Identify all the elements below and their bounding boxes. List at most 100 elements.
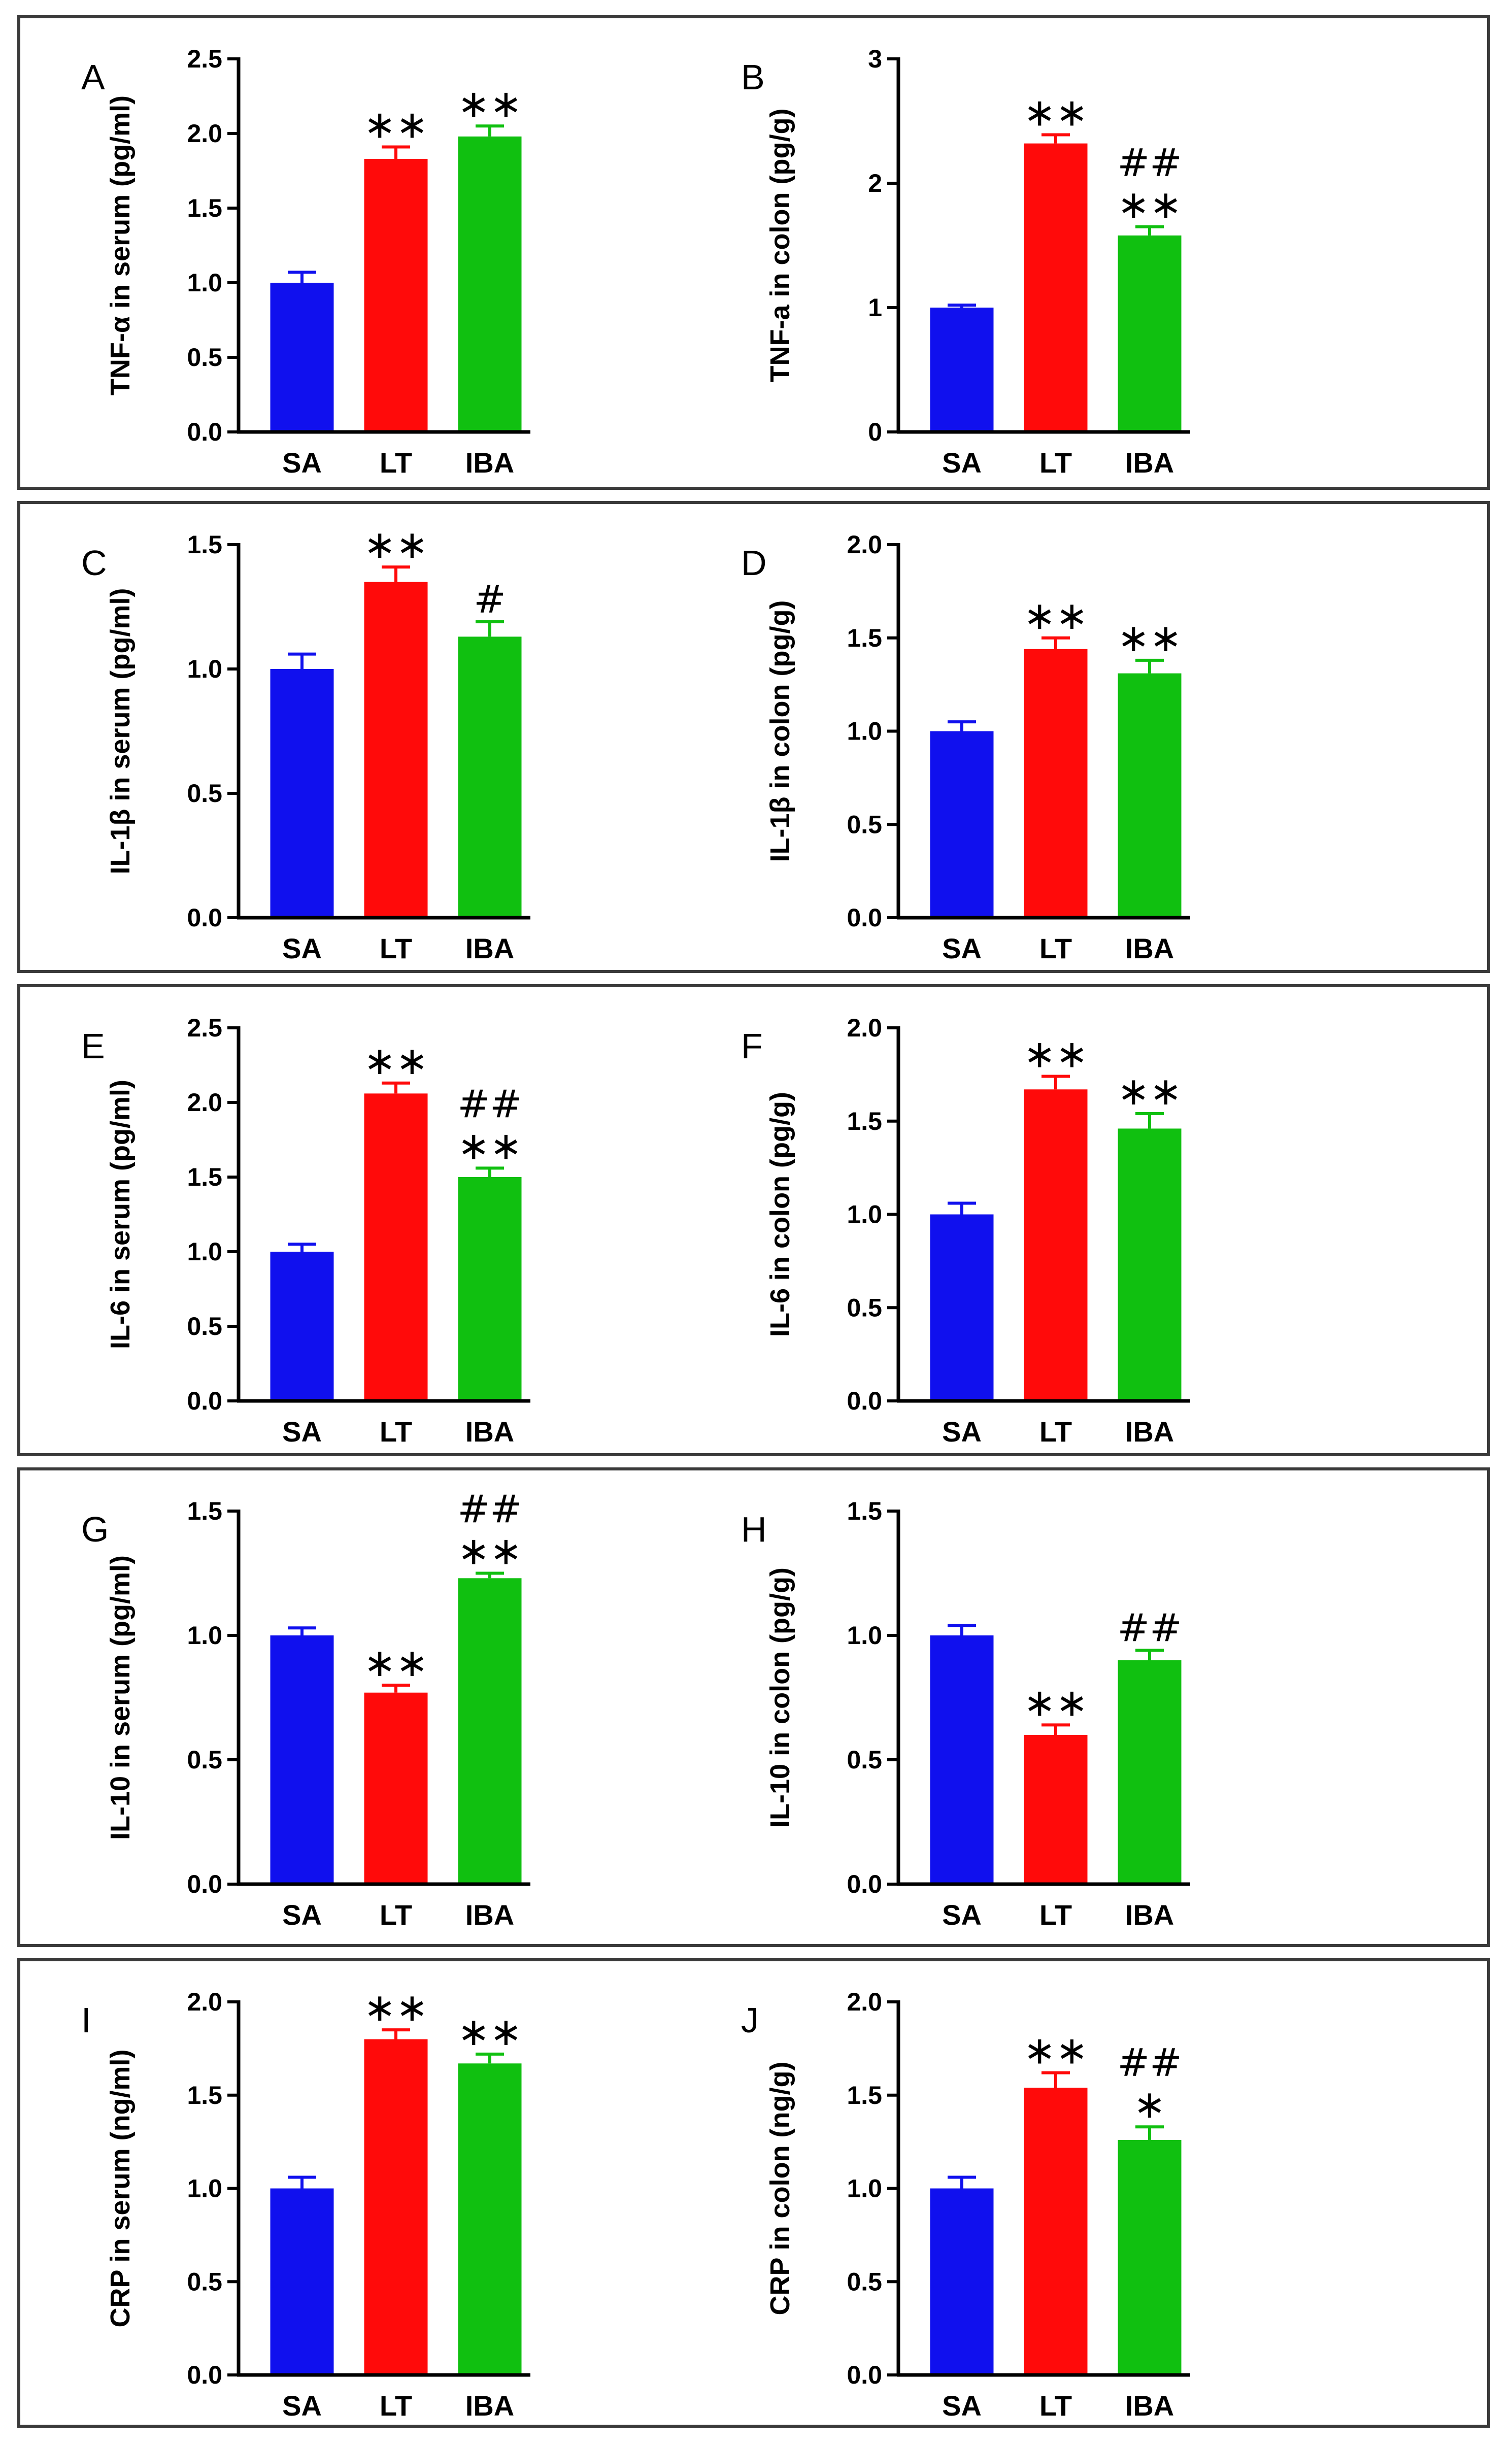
bar-sa [270,2188,334,2375]
y-tick-label: 1.0 [847,1200,882,1229]
x-tick-label: IBA [465,447,514,475]
y-tick-label: 2.0 [847,1988,882,2016]
y-tick-label: 2.0 [187,1988,222,2016]
error-bar-sa [288,2175,316,2189]
bar-lt [1024,1089,1088,1401]
x-tick-label: SA [942,932,982,961]
y-tick-label: 1.0 [847,717,882,746]
error-bar-lt [1041,1075,1070,1090]
y-tick-label: 2.0 [187,119,222,148]
significance-label: ∗ [1133,2082,1166,2127]
significance-label: ∗∗ [363,1038,428,1083]
bar-sa [930,1214,994,1401]
panel-label: D [741,543,767,583]
y-tick-label: 1.5 [847,2081,882,2109]
error-bar-lt [382,1684,410,1693]
bar-lt [1024,2088,1088,2375]
x-tick-label: LT [380,932,412,961]
significance-label: ∗∗ [457,2009,522,2054]
chart-panel-i: I CRP in serum (ng/ml) SA ∗∗ LT ∗∗ IBA 0.0 0.5 1.… [81,1985,530,2418]
error-bar-iba [1135,1112,1164,1129]
y-tick-label: 1.5 [847,1107,882,1135]
y-tick-label: 1.0 [187,269,222,297]
y-tick-label: 2.0 [847,1014,882,1042]
y-tick-label: 0.0 [847,903,882,932]
x-tick-label: IBA [1125,1899,1174,1927]
x-tick-label: SA [282,447,322,475]
y-tick-label: 0.5 [847,2267,882,2296]
y-axis-label: IL-10 in serum (pg/ml) [105,1555,136,1840]
x-tick-label: LT [380,447,412,475]
panel-label: A [81,57,105,97]
x-tick-label: LT [380,1899,412,1927]
bar-iba [1118,673,1182,918]
significance-label-upper: ## [1117,140,1182,185]
y-tick-label: 1.5 [847,1497,882,1525]
x-tick-label: LT [380,1416,412,1444]
error-bar-sa [288,652,316,669]
y-tick-label: 2.5 [187,45,222,73]
y-tick-label: 1.5 [187,1163,222,1191]
bar-lt [364,582,428,918]
bar-iba [458,136,522,432]
x-tick-label: IBA [465,932,514,961]
y-tick-label: 0 [868,418,882,446]
significance-label: ∗∗ [457,1528,522,1573]
panel-label: I [81,2000,91,2040]
x-tick-label: IBA [1125,447,1174,475]
error-bar-sa [288,1626,316,1635]
x-tick-label: SA [942,1416,982,1444]
x-tick-label: SA [282,2390,322,2418]
bar-iba [1118,235,1182,432]
y-axis-label: IL-6 in serum (pg/ml) [105,1080,136,1349]
significance-label: ∗∗ [457,1123,522,1168]
y-tick-label: 2.5 [187,1014,222,1042]
bar-iba [1118,1128,1182,1401]
y-tick-label: 0.0 [847,1870,882,1898]
y-tick-label: 1.0 [187,655,222,683]
error-bar-sa [288,1243,316,1252]
y-tick-label: 0.5 [187,1746,222,1774]
error-bar-iba [1135,1649,1164,1660]
significance-label: ∗∗ [1023,1680,1088,1725]
y-tick-label: 1.0 [187,1621,222,1650]
chart-panel-h: H IL-10 in colon (pg/g) SA ∗∗ LT ## IBA 0.0 0.5 1… [741,1497,1190,1927]
significance-label: ∗∗ [1023,593,1088,638]
y-axis-label: TNF-α in serum (pg/ml) [105,95,136,395]
y-tick-label: 1.5 [187,1497,222,1525]
y-axis-label: CRP in serum (ng/ml) [105,2049,136,2327]
y-axis-label: TNF-a in colon (pg/g) [765,109,795,383]
y-tick-label: 1.5 [187,2081,222,2109]
significance-label: ∗∗ [363,1985,428,2030]
y-axis-label: IL-1β in colon (pg/g) [765,600,795,862]
y-tick-label: 1.0 [187,1237,222,1266]
significance-label: ∗∗ [1023,2028,1088,2073]
y-tick-label: 1 [868,293,882,322]
y-tick-label: 0.0 [847,2361,882,2389]
bar-iba [458,637,522,918]
significance-label: ## [1117,1605,1182,1650]
error-bar-iba [476,2052,504,2064]
x-tick-label: IBA [1125,2390,1174,2418]
y-axis-label: IL-10 in colon (pg/g) [765,1567,795,1828]
panel-label: C [81,543,107,583]
y-axis-label: IL-1β in serum (pg/ml) [105,588,136,875]
x-tick-label: IBA [465,2390,514,2418]
significance-label: ∗∗ [1023,1031,1088,1077]
row-frame-5 [17,1958,1490,2428]
y-tick-label: 1.5 [187,194,222,222]
bar-sa [930,308,994,432]
y-tick-label: 1.0 [187,2174,222,2203]
significance-label-upper: ## [457,1081,522,1126]
significance-label: ∗∗ [1117,615,1182,660]
row-frame-2 [17,501,1490,973]
y-tick-label: 0.5 [187,1312,222,1341]
y-tick-label: 0.5 [187,2267,222,2296]
chart-panel-c: C IL-1β in serum (pg/ml) SA ∗∗ LT # IBA 0.0 0.5 1… [81,522,530,961]
y-tick-label: 1.5 [847,624,882,652]
error-bar-iba [476,1166,504,1177]
y-tick-label: 0.0 [187,903,222,932]
significance-label: ∗∗ [1117,182,1182,227]
error-bar-lt [382,145,410,159]
